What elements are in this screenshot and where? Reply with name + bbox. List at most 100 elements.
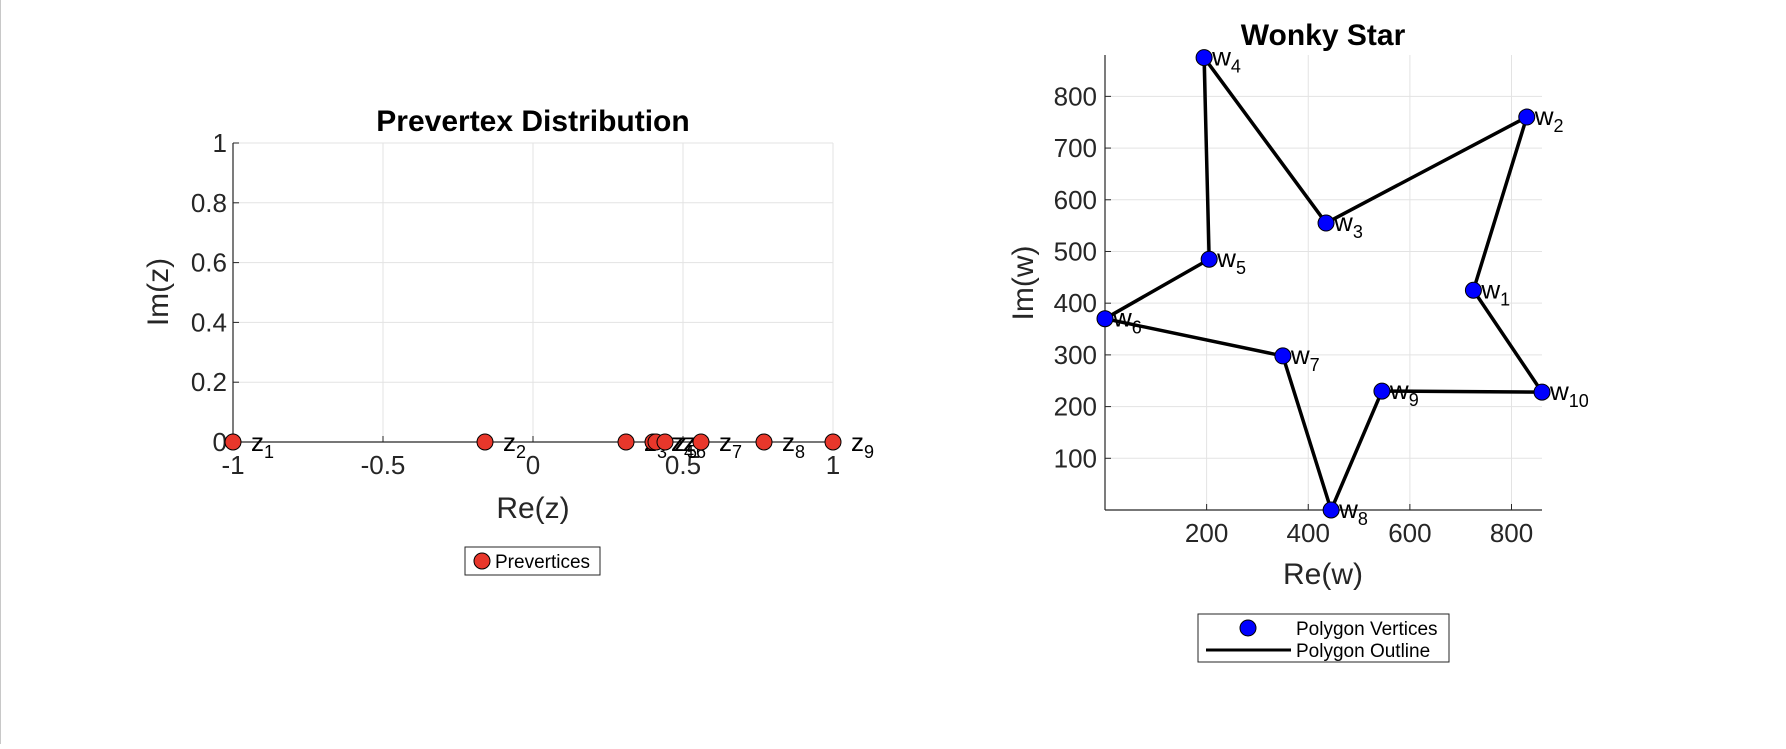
vertex-label: w3 [1333,207,1363,242]
prevertex-label-sub: 2 [516,442,526,462]
c2-legend-label-vertices: Polygon Vertices [1296,619,1438,640]
c2-y-axis-label: Im(w) [1007,246,1040,321]
c1-x-tick-label: 0 [526,450,540,480]
c1-y-tick-label: 0 [213,427,227,457]
chart-prevertex: -1-0.500.51 00.20.40.60.81 z1z2z3z4z5z6z… [142,105,874,576]
c2-legend: Polygon Vertices Polygon Outline [1197,613,1450,663]
c1-y-tick-label: 1 [213,128,227,158]
prevertex-point [692,433,710,451]
vertex-label-main: w [1480,274,1500,304]
prevertex-label: z2 [503,427,526,462]
polygon-vertex [1464,281,1482,299]
c1-y-tick-label: 0.8 [191,188,227,218]
prevertex-label-sub: 4 [684,442,694,462]
vertex-label: w1 [1480,274,1510,309]
c1-points: z1z2z3z4z5z6z7z8z9 [224,427,874,462]
vertex-label: w9 [1389,375,1419,410]
vertex-label-sub: 5 [1236,258,1246,278]
c1-legend-label: Prevertices [495,552,590,573]
vertex-label-sub: 10 [1569,391,1589,411]
vertex-label-sub: 8 [1358,509,1368,529]
c1-x-tick-label: 0.5 [665,450,701,480]
c1-legend: Prevertices [464,546,601,576]
c2-plot-area [1105,55,1542,510]
prevertex-label-main: z [251,427,264,457]
prevertex-label-sub: 1 [264,442,274,462]
polygon-vertex [1322,501,1340,519]
c1-x-tick-label: 1 [826,450,840,480]
c2-y-tick-label: 700 [1054,133,1097,163]
prevertex-label-main: z [674,427,687,457]
c1-legend-marker [473,552,491,570]
polygon-vertex [1195,49,1213,67]
c1-x-ticks: -1 -0.5 0 0.5 1 [221,436,840,480]
c2-x-tick-label: 800 [1490,518,1533,548]
prevertex-label: z7 [719,427,742,462]
c1-x-tick-label: -1 [221,450,244,480]
prevertex-label-sub: 3 [657,442,667,462]
c2-y-tick-label: 400 [1054,288,1097,318]
c2-y-tick-label: 200 [1054,392,1097,422]
vertex-label-main: w [1549,376,1569,406]
c2-legend-box [1197,613,1450,663]
prevertex-label-sub: 5 [687,442,697,462]
c1-y-axis-label: Im(z) [142,258,175,326]
vertex-label-main: w [1112,303,1132,333]
prevertex-label-sub: 7 [732,442,742,462]
prevertex-point [824,433,842,451]
vertex-label: w10 [1549,376,1589,411]
prevertex-label-main: z [683,427,696,457]
vertex-label-main: w [1211,42,1231,72]
c1-y-tick-label: 0.6 [191,248,227,278]
vertex-label: w8 [1338,494,1368,529]
vertex-label-main: w [1290,340,1310,370]
vertex-label-main: w [1389,375,1409,405]
c2-y-ticks: 100 200 300 400 500 600 700 800 [1054,81,1111,473]
c2-y-tick-label: 800 [1054,81,1097,111]
prevertex-label: z5 [674,427,697,462]
c2-legend-label-outline: Polygon Outline [1296,641,1430,662]
c2-x-tick-label: 200 [1185,518,1228,548]
prevertex-label: z4 [671,427,694,462]
prevertex-label-main: z [719,427,732,457]
vertex-label: w2 [1534,101,1564,136]
vertex-label-sub: 9 [1409,390,1419,410]
vertex-label-sub: 6 [1132,318,1142,338]
prevertex-label-sub: 8 [795,442,805,462]
vertex-label-sub: 3 [1353,222,1363,242]
c2-x-axis-label: Re(w) [1283,558,1363,591]
c1-title: Prevertex Distribution [376,105,689,138]
c2-y-tick-label: 300 [1054,340,1097,370]
vertex-label-main: w [1333,207,1353,237]
prevertex-label-sub: 9 [864,442,874,462]
prevertex-label-main: z [782,427,795,457]
vertex-label: w4 [1211,42,1241,77]
prevertex-label-sub: 6 [696,442,706,462]
prevertex-label: z9 [851,427,874,462]
c2-legend-marker-vertices [1239,619,1257,637]
prevertex-point [476,433,494,451]
polygon-vertex [1373,382,1391,400]
prevertex-point [224,433,242,451]
polygon-vertex [1533,383,1551,401]
polygon-vertex [1096,310,1114,328]
vertex-label-sub: 2 [1554,116,1564,136]
c1-x-axis-label: Re(z) [496,492,569,525]
vertex-label: w5 [1216,243,1246,278]
c1-y-ticks: 0 0.2 0.4 0.6 0.8 1 [191,128,239,457]
c1-x-tick-label: -0.5 [361,450,406,480]
prevertex-label: z8 [782,427,805,462]
c2-x-ticks: 200 400 600 800 [1185,504,1533,548]
c2-y-tick-label: 500 [1054,236,1097,266]
vertex-label: w6 [1112,303,1142,338]
vertex-label-main: w [1534,101,1554,131]
prevertex-label: z1 [251,427,274,462]
vertex-label: w7 [1290,340,1320,375]
prevertex-label: z6 [683,427,706,462]
prevertex-point [617,433,635,451]
prevertex-point [755,433,773,451]
prevertex-label-main: z [503,427,516,457]
